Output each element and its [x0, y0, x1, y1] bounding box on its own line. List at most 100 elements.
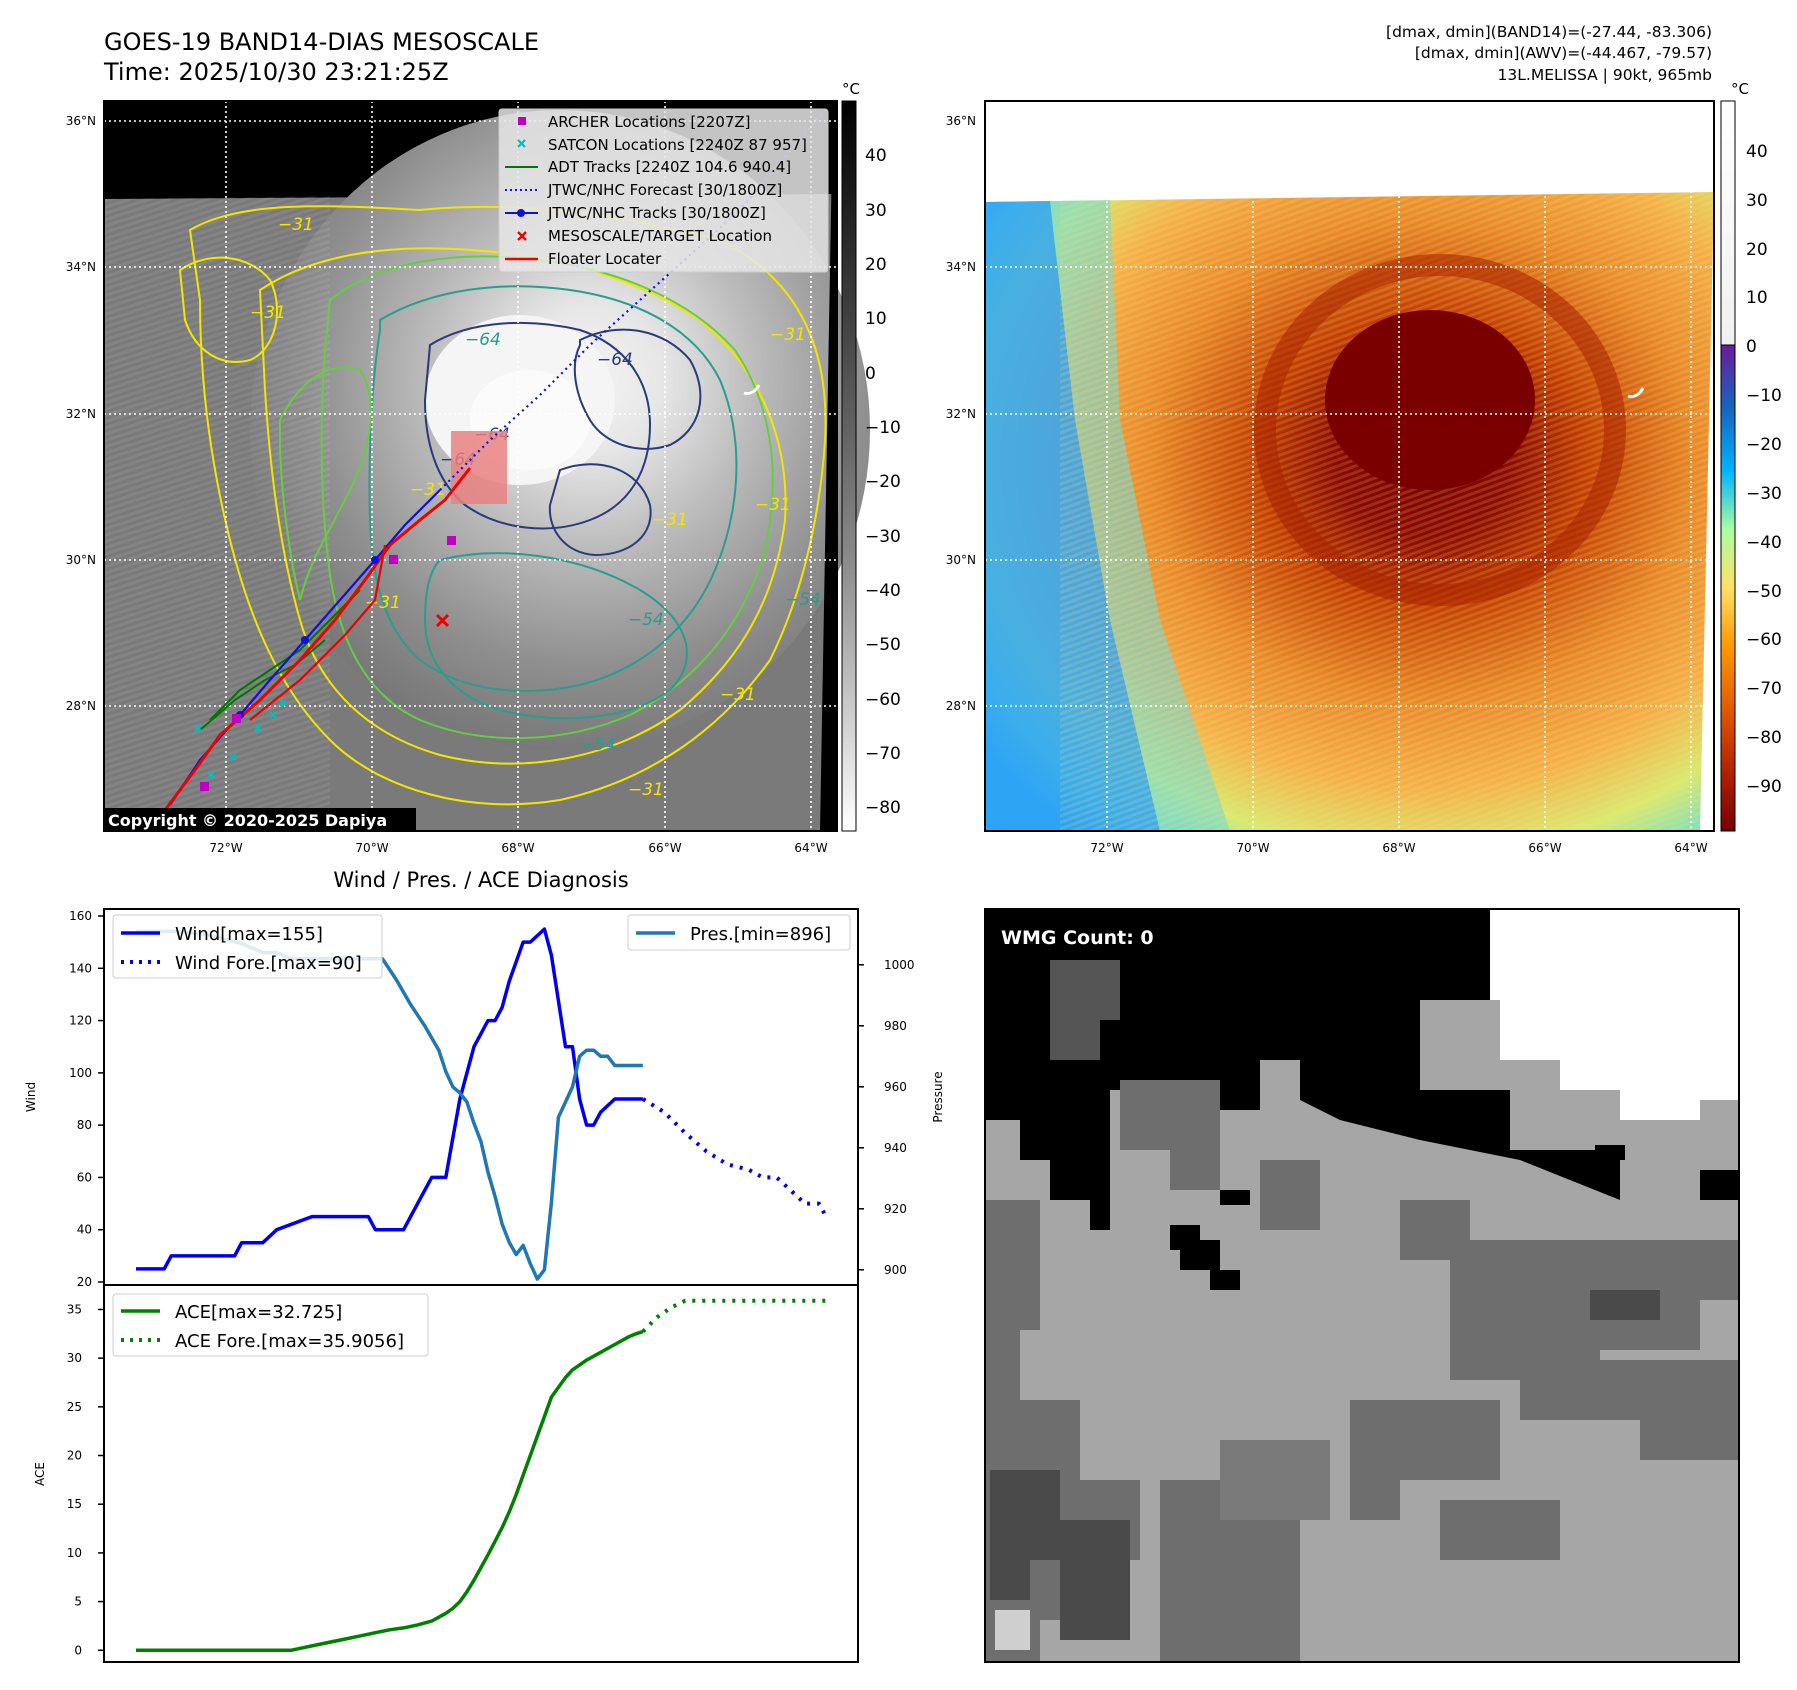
contour-label: −31 [410, 480, 446, 500]
cb-tick: 40 [865, 146, 887, 166]
wmg-count-box [990, 922, 1177, 952]
satcon-point [279, 699, 287, 707]
wmg-darkgray-13 [1350, 1400, 1500, 1520]
wind-legend-box [112, 914, 383, 979]
x-marker-icon [517, 231, 527, 241]
lon-label: 66°W [1528, 841, 1561, 855]
lat-label: 28°N [946, 699, 976, 713]
ace-series [136, 1298, 826, 1653]
cb-tick: −50 [865, 635, 901, 655]
floater-box [451, 431, 507, 504]
cb-tick: 10 [1746, 288, 1768, 308]
lon-label: 72°W [1090, 841, 1123, 855]
lon-label: 64°W [1674, 841, 1707, 855]
legend-box [498, 108, 829, 273]
ace-axis-label: ACE [33, 1462, 47, 1486]
awv-core [1325, 310, 1535, 490]
colorbar-ticks: 40 30 20 10 0 −10 −20 −30 −40 −50 −60 −7… [865, 146, 901, 818]
satcon-point [269, 711, 277, 719]
cb-tick: −20 [1746, 435, 1782, 455]
wmg-black-blob-3 [1595, 1145, 1625, 1160]
cb-tick: −90 [1746, 777, 1782, 797]
pressure-legend: Pres.[min=896] [627, 914, 851, 951]
ace-tick-label: 20 [67, 1449, 82, 1463]
title-line1: GOES-19 BAND14-DIAS MESOSCALE [104, 28, 539, 56]
contour-label: −31 [365, 593, 401, 613]
contour-label: −54 [785, 590, 821, 610]
cb-tick: 10 [865, 309, 887, 329]
wmg-darkgray-14 [1560, 1360, 1739, 1460]
satcon-point [207, 771, 215, 779]
awv-lat-labels: 36°N 34°N 32°N 30°N 28°N [946, 114, 976, 713]
contour-minus54-inner [368, 285, 738, 692]
jtwc-point [301, 636, 309, 644]
awv-streaks [1060, 192, 1714, 831]
lat-label: 32°N [66, 407, 96, 421]
awv-frame [984, 100, 1715, 832]
wind-tick-label: 60 [77, 1170, 92, 1184]
map-lon-labels: 72°W 70°W 68°W 66°W 64°W [209, 841, 827, 855]
map-legend: ARCHER Locations [2207Z] SATCON Location… [498, 108, 829, 273]
cb-tick: 30 [865, 201, 887, 221]
jtwc-point [371, 556, 379, 564]
lat-label: 34°N [946, 260, 976, 274]
pressure-tick-label: 900 [884, 1263, 907, 1277]
ace-tick-label: 5 [74, 1595, 82, 1609]
legend-pressure: Pres.[min=896] [690, 924, 831, 945]
wmg-darkgray-15 [1440, 1500, 1560, 1560]
colorbar-unit: °C [842, 80, 860, 98]
legend-wind: Wind[max=155] [175, 924, 323, 945]
lat-label: 32°N [946, 407, 976, 421]
cb-tick: −80 [865, 798, 901, 818]
legend-jtwc-forecast: JTWC/NHC Forecast [30/1800Z] [547, 181, 782, 199]
streaky-region [104, 196, 330, 831]
contour-green-wiggle [279, 366, 372, 601]
diag-chart: Wind / Pres. / ACE Diagnosis 20406080100… [24, 868, 945, 1663]
floater-locater-line [163, 467, 472, 811]
ace-line [136, 1329, 644, 1653]
ace-axis-ticks: 0 5 10 15 20 25 30 35 [67, 1302, 104, 1657]
wind-tick-label: 100 [69, 1066, 92, 1080]
right-black-wedge [820, 101, 837, 831]
pressure-legend-box [627, 914, 851, 951]
title-line2: Time: 2025/10/30 23:21:25Z [103, 58, 449, 86]
ace-forecast-line [641, 1298, 826, 1334]
cb-tick: −20 [865, 472, 901, 492]
lat-label: 34°N [66, 260, 96, 274]
lon-label: 70°W [1236, 841, 1269, 855]
adt-track [209, 589, 361, 721]
wmg-black-blob-2 [1220, 1190, 1250, 1205]
awv-white-hook [1627, 387, 1645, 398]
map-lat-labels: 36°N 34°N 32°N 30°N 28°N [66, 114, 96, 713]
copyright: Copyright © 2020-2025 Dapiya [108, 811, 387, 830]
floater-locater-line-2 [249, 544, 387, 721]
lon-label: 72°W [209, 841, 242, 855]
contour-label: −54 [628, 610, 664, 630]
cb-tick: −40 [865, 581, 901, 601]
cb-tick: −60 [865, 690, 901, 710]
awv-grid [985, 101, 1714, 831]
contour-minus64-b [573, 328, 702, 450]
pressure-axis-label: Pressure [931, 1071, 945, 1122]
wind-series [136, 927, 828, 1281]
ace-tick-label: 35 [67, 1302, 82, 1316]
lat-label: 30°N [66, 553, 96, 567]
wind-legend: Wind[max=155] Wind Fore.[max=90] [112, 914, 383, 979]
contour-label: −31 [770, 325, 806, 345]
wmg-white-region [1490, 909, 1739, 1120]
wind-line [136, 927, 643, 1271]
wmg-lightgray-1 [995, 1610, 1030, 1650]
awv-lon-labels: 72°W 70°W 68°W 66°W 64°W [1090, 841, 1707, 855]
cb-tick: −50 [1746, 582, 1782, 602]
ace-tick-label: 30 [67, 1351, 82, 1365]
lon-label: 68°W [1382, 841, 1415, 855]
cb-tick: 20 [865, 255, 887, 275]
contour-label: −31 [755, 495, 791, 515]
archer-point [232, 714, 241, 723]
wmg-darkgray-12 [1220, 1440, 1330, 1520]
wind-axis-label: Wind [24, 1082, 38, 1112]
cb-tick: −70 [1746, 679, 1782, 699]
cb-tick: −60 [1746, 630, 1782, 650]
pressure-tick-label: 1000 [884, 958, 915, 972]
